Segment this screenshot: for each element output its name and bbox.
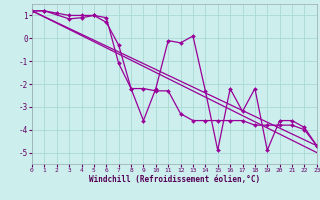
X-axis label: Windchill (Refroidissement éolien,°C): Windchill (Refroidissement éolien,°C) (89, 175, 260, 184)
